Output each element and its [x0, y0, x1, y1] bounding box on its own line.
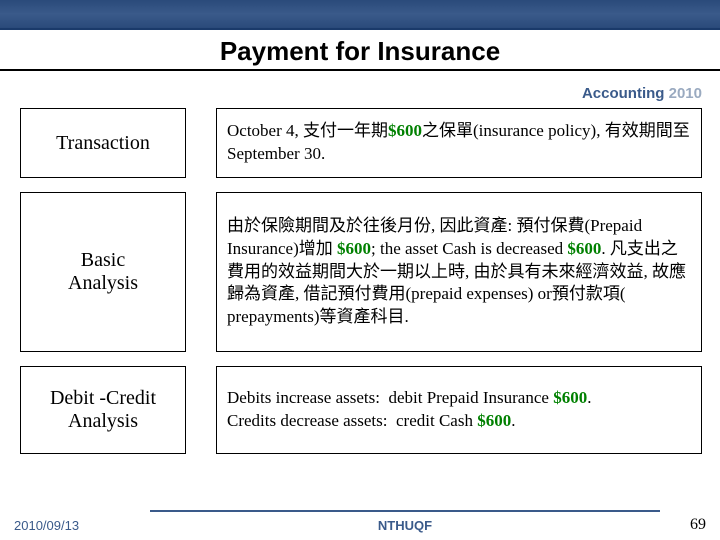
row-content: Debits increase assets: debit Prepaid In…	[216, 366, 702, 454]
footer: 2010/09/13 NTHUQF 69	[0, 516, 720, 534]
row-gap	[186, 108, 216, 178]
row-1: BasicAnalysis由於保險期間及於往後月份, 因此資產: 預付保費(Pr…	[20, 192, 702, 352]
row-gap	[186, 366, 216, 454]
row-2: Debit -CreditAnalysis Debits increase ass…	[20, 366, 702, 454]
header-band	[0, 0, 720, 30]
course-year: 2010	[669, 85, 702, 102]
row-content: October 4, 支付一年期$600之保單(insurance policy…	[216, 108, 702, 178]
row-gap	[186, 192, 216, 352]
row-label: Debit -CreditAnalysis	[20, 366, 186, 454]
row-0: Transaction October 4, 支付一年期$600之保單(insur…	[20, 108, 702, 178]
page-title: Payment for Insurance	[0, 36, 720, 67]
footer-org: NTHUQF	[150, 518, 660, 533]
row-label: Transaction	[20, 108, 186, 178]
content-rows: Transaction October 4, 支付一年期$600之保單(insur…	[0, 102, 720, 454]
course-label: Accounting 2010	[0, 81, 720, 102]
footer-date: 2010/09/13	[0, 518, 150, 533]
footer-page: 69	[660, 516, 720, 534]
row-label: BasicAnalysis	[20, 192, 186, 352]
course-name: Accounting	[582, 85, 669, 102]
footer-bar	[150, 510, 660, 512]
title-underline	[0, 69, 720, 71]
title-block: Payment for Insurance	[0, 30, 720, 81]
row-content: 由於保險期間及於往後月份, 因此資產: 預付保費(Prepaid Insuran…	[216, 192, 702, 352]
